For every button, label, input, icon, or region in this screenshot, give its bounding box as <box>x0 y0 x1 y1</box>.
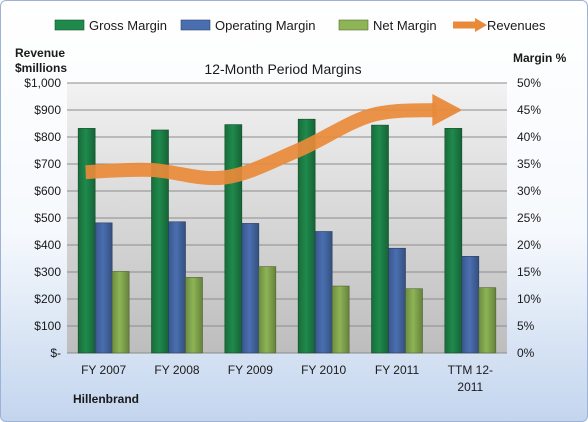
left-axis-title-line2: $millions <box>15 61 67 75</box>
bars-layer <box>77 118 497 354</box>
right-tick-label: 45% <box>517 103 541 117</box>
legend-swatch <box>180 19 211 31</box>
category-label: FY 2010 <box>301 363 346 377</box>
legend-label: Net Margin <box>373 18 437 33</box>
bar-operating-margin <box>168 221 186 354</box>
category-label: FY 2009 <box>228 363 273 377</box>
revenue-layer <box>85 94 463 186</box>
left-tick-label: $1,000 <box>24 76 61 90</box>
right-axis-title: Margin % <box>513 51 567 65</box>
category-label: TTM 12- <box>448 363 493 377</box>
revenue-arrowhead <box>432 94 463 126</box>
category-label: FY 2007 <box>81 363 126 377</box>
right-tick-label: 40% <box>517 130 541 144</box>
right-tick-label: 30% <box>517 184 541 198</box>
legend-swatch <box>54 19 85 31</box>
legend-item: Revenues <box>453 18 546 33</box>
category-labels: FY 2007 FY 2008 FY 2009 FY 2010 FY 2011 TTM 1… <box>81 363 493 394</box>
legend: Gross Margin Operating Margin Net Margin Re… <box>54 18 546 33</box>
right-tick-label: 15% <box>517 265 541 279</box>
chart-title: 12-Month Period Margins <box>204 61 361 77</box>
bar-gross-margin <box>77 128 96 354</box>
bar-net-margin <box>258 266 277 354</box>
bar-net-margin <box>331 285 350 354</box>
right-tick-label: 10% <box>517 292 541 306</box>
company-label: Hillenbrand <box>73 392 139 406</box>
category-label: FY 2011 <box>375 363 420 377</box>
right-axis-ticks: 0% 5% 10% 15% 20% 25% 30% 35% 40% 45% 50% <box>517 76 541 360</box>
bar-gross-margin <box>444 128 463 354</box>
category-label: FY 2008 <box>154 363 199 377</box>
legend-swatch-arrow <box>475 18 487 32</box>
bar-net-margin <box>405 288 423 354</box>
right-tick-label: 25% <box>517 211 541 225</box>
left-tick-label: $500 <box>34 211 61 225</box>
legend-item: Operating Margin <box>180 18 315 33</box>
bar-net-margin <box>478 287 497 354</box>
left-tick-label: $- <box>50 346 61 360</box>
bar-gross-margin <box>224 124 243 354</box>
bar-net-margin <box>111 271 130 354</box>
left-tick-label: $300 <box>34 265 61 279</box>
legend-label: Revenues <box>487 18 546 33</box>
left-tick-label: $800 <box>34 130 61 144</box>
right-tick-label: 20% <box>517 238 541 252</box>
right-tick-label: 5% <box>517 319 535 333</box>
left-tick-label: $400 <box>34 238 61 252</box>
bar-operating-margin <box>94 222 113 354</box>
right-tick-label: 0% <box>517 346 535 360</box>
legend-label: Operating Margin <box>215 18 315 33</box>
right-tick-label: 35% <box>517 157 541 171</box>
left-tick-label: $600 <box>34 184 61 198</box>
legend-swatch <box>338 19 369 31</box>
left-tick-label: $200 <box>34 292 61 306</box>
category-label: 2011 <box>457 380 483 394</box>
bar-gross-margin <box>371 124 389 354</box>
left-tick-label: $100 <box>34 319 61 333</box>
left-tick-label: $700 <box>34 157 61 171</box>
left-axis-ticks: $- $100 $200 $300 $400 $500 $600 $700 $800 $900 $1… <box>24 76 61 360</box>
bar-operating-margin <box>461 256 480 354</box>
right-tick-label: 50% <box>517 76 541 90</box>
legend-item: Gross Margin <box>54 18 167 33</box>
bar-operating-margin <box>241 223 260 354</box>
left-axis-title-line1: Revenue <box>15 46 65 60</box>
bar-net-margin <box>185 277 203 354</box>
left-tick-label: $900 <box>34 103 61 117</box>
legend-item: Net Margin <box>338 18 437 33</box>
bar-operating-margin <box>388 247 406 354</box>
revenue-line <box>85 103 437 186</box>
legend-label: Gross Margin <box>89 18 167 33</box>
bar-operating-margin <box>314 231 333 354</box>
